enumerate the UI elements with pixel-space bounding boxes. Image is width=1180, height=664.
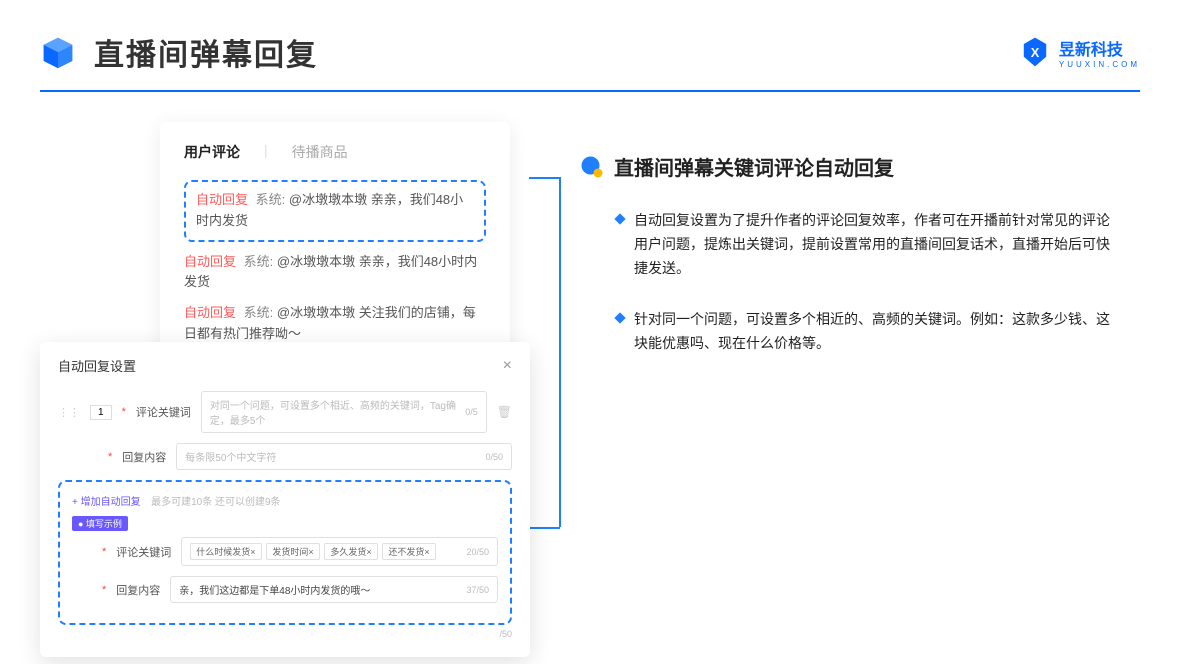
comment-item: 自动回复 系统: @冰墩墩本墩 亲亲，我们48小时内发货 <box>184 252 486 294</box>
comment-item: 自动回复 系统: @冰墩墩本墩 关注我们的店铺，每日都有热门推荐呦～ <box>184 303 486 345</box>
auto-reply-tag: 自动回复 <box>196 192 248 207</box>
example-badge: ● 填写示例 <box>72 516 128 531</box>
bubble-icon <box>580 155 604 179</box>
logo-text-block: 昱新科技 YUUXIN.COM <box>1059 36 1140 69</box>
system-label: 系统: <box>244 305 274 320</box>
bullet-item: 自动回复设置为了提升作者的评论回复效率，作者可在开播前针对常见的评论用户问题，提… <box>580 209 1120 280</box>
diamond-icon <box>614 313 625 324</box>
highlighted-comment: 自动回复 系统: @冰墩墩本墩 亲亲，我们48小时内发货 <box>184 180 486 242</box>
char-count: 20/50 <box>466 547 489 557</box>
example-keyword-input[interactable]: 什么时候发货× 发货时间× 多久发货× 还不发货× 20/50 <box>181 537 498 566</box>
bullet-text: 针对同一个问题，可设置多个相近的、高频的关键词。例如：这款多少钱、这块能优惠吗、… <box>634 308 1120 356</box>
settings-title: 自动回复设置 <box>58 356 136 375</box>
keyword-input[interactable]: 对同一个问题，可设置多个相近、高频的关键词，Tag确定，最多5个 0/5 <box>201 391 487 433</box>
main-content: 用户评论 | 待播商品 自动回复 系统: @冰墩墩本墩 亲亲，我们48小时内发货… <box>0 92 1180 384</box>
add-auto-reply-link[interactable]: + 增加自动回复 <box>72 497 141 508</box>
keyword-chip[interactable]: 多久发货× <box>324 543 377 560</box>
char-count: 0/50 <box>485 452 503 462</box>
logo-sub: YUUXIN.COM <box>1059 60 1140 69</box>
tab-user-comments[interactable]: 用户评论 <box>184 142 240 162</box>
system-label: 系统: <box>244 254 274 269</box>
settings-header: 自动回复设置 × <box>58 356 512 375</box>
page-header: 直播间弹幕回复 X 昱新科技 YUUXIN.COM <box>0 0 1180 74</box>
bullet-text: 自动回复设置为了提升作者的评论回复效率，作者可在开播前针对常见的评论用户问题，提… <box>634 209 1120 280</box>
section-header: 直播间弹幕关键词评论自动回复 <box>580 152 1120 181</box>
example-content-row: * 回复内容 亲，我们这边都是下单48小时内发货的哦～ 37/50 <box>72 576 498 603</box>
keyword-chip[interactable]: 还不发货× <box>382 543 435 560</box>
extra-count: /50 <box>58 629 512 639</box>
keyword-label: 评论关键词 <box>136 404 191 420</box>
right-column: 直播间弹幕关键词评论自动回复 自动回复设置为了提升作者的评论回复效率，作者可在开… <box>580 122 1120 384</box>
delete-icon[interactable]: 🗑 <box>497 405 512 419</box>
logo-icon: X <box>1019 36 1051 68</box>
section-title: 直播间弹幕关键词评论自动回复 <box>614 152 894 181</box>
keyword-row: ⋮⋮ 1 * 评论关键词 对同一个问题，可设置多个相近、高频的关键词，Tag确定… <box>58 391 512 433</box>
input-text: 亲，我们这边都是下单48小时内发货的哦～ <box>179 582 370 597</box>
system-label: 系统: <box>256 192 286 207</box>
connector-line <box>529 177 559 179</box>
close-icon[interactable]: × <box>503 357 512 375</box>
example-keyword-row: * 评论关键词 什么时候发货× 发货时间× 多久发货× 还不发货× 20/50 <box>72 537 498 566</box>
example-section: + 增加自动回复 最多可建10条 还可以创建9条 ● 填写示例 * 评论关键词 … <box>58 480 512 625</box>
left-column: 用户评论 | 待播商品 自动回复 系统: @冰墩墩本墩 亲亲，我们48小时内发货… <box>40 122 540 384</box>
chips: 什么时候发货× 发货时间× 多久发货× 还不发货× <box>190 543 437 560</box>
example-content-input[interactable]: 亲，我们这边都是下单48小时内发货的哦～ 37/50 <box>170 576 498 603</box>
required-icon: * <box>102 546 106 558</box>
char-count: 37/50 <box>466 585 489 595</box>
content-input[interactable]: 每条限50个中文字符 0/50 <box>176 443 512 470</box>
logo-text: 昱新科技 <box>1059 36 1140 60</box>
settings-card: 自动回复设置 × ⋮⋮ 1 * 评论关键词 对同一个问题，可设置多个相近、高频的… <box>40 342 530 657</box>
keyword-chip[interactable]: 什么时候发货× <box>190 543 261 560</box>
logo: X 昱新科技 YUUXIN.COM <box>1019 36 1140 69</box>
char-count: 0/5 <box>465 407 478 417</box>
connector-line <box>559 177 561 527</box>
required-icon: * <box>102 584 106 596</box>
tab-divider: | <box>264 142 268 162</box>
keyword-chip[interactable]: 发货时间× <box>266 543 319 560</box>
keyword-label: 评论关键词 <box>116 544 171 560</box>
placeholder-text: 对同一个问题，可设置多个相近、高频的关键词，Tag确定，最多5个 <box>210 397 465 427</box>
comments-card: 用户评论 | 待播商品 自动回复 系统: @冰墩墩本墩 亲亲，我们48小时内发货… <box>160 122 510 375</box>
content-row: * 回复内容 每条限50个中文字符 0/50 <box>58 443 512 470</box>
diamond-icon <box>614 213 625 224</box>
required-icon: * <box>122 406 126 418</box>
content-label: 回复内容 <box>122 449 166 465</box>
add-note: 最多可建10条 还可以创建9条 <box>151 497 280 508</box>
svg-text:X: X <box>1031 45 1040 60</box>
page-title: 直播间弹幕回复 <box>94 30 318 74</box>
comment-item: 自动回复 系统: @冰墩墩本墩 亲亲，我们48小时内发货 <box>196 190 474 232</box>
bullet-item: 针对同一个问题，可设置多个相近的、高频的关键词。例如：这款多少钱、这块能优惠吗、… <box>580 308 1120 356</box>
required-icon: * <box>108 451 112 463</box>
header-left: 直播间弹幕回复 <box>40 30 318 74</box>
placeholder-text: 每条限50个中文字符 <box>185 449 276 464</box>
cube-icon <box>40 34 76 70</box>
tab-pending-goods[interactable]: 待播商品 <box>292 142 348 162</box>
row-number: 1 <box>90 405 112 420</box>
auto-reply-tag: 自动回复 <box>184 305 236 320</box>
auto-reply-tag: 自动回复 <box>184 254 236 269</box>
content-label: 回复内容 <box>116 582 160 598</box>
drag-icon[interactable]: ⋮⋮ <box>58 406 80 419</box>
tabs: 用户评论 | 待播商品 <box>184 142 486 162</box>
add-row: + 增加自动回复 最多可建10条 还可以创建9条 <box>72 492 498 510</box>
